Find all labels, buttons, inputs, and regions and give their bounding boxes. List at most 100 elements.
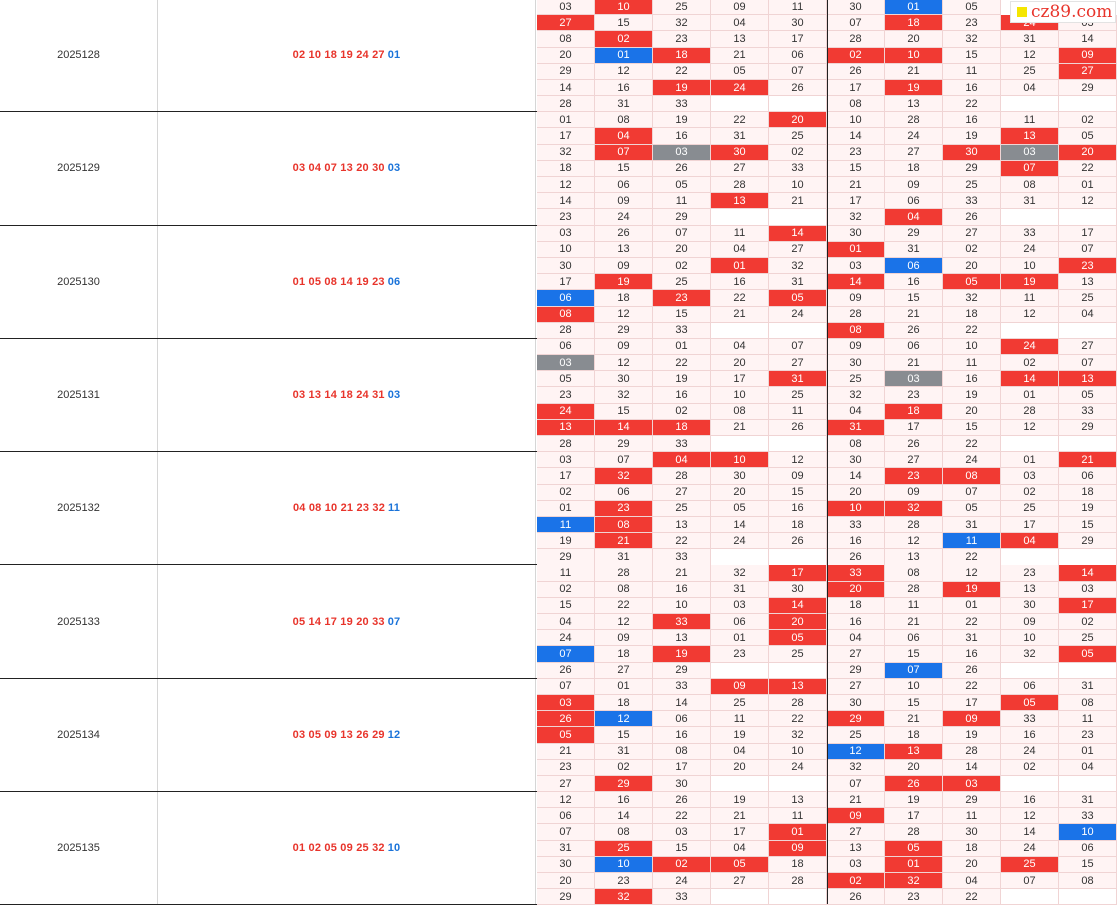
hit-cell: 21 bbox=[1059, 452, 1117, 469]
number-cell: 10 bbox=[769, 177, 827, 194]
number-cell: 11 bbox=[1001, 112, 1059, 129]
number-cell: 30 bbox=[1001, 597, 1059, 615]
empty-cell bbox=[769, 775, 827, 793]
number-cell: 14 bbox=[1059, 31, 1117, 48]
number-cell: 15 bbox=[595, 727, 653, 744]
number-cell: 29 bbox=[595, 436, 653, 453]
number-cell: 30 bbox=[827, 452, 885, 469]
number-cell: 17 bbox=[711, 371, 769, 388]
number-cell: 28 bbox=[827, 31, 885, 48]
empty-cell bbox=[1059, 889, 1117, 905]
number-grid: 06 09 01 04 07 09 06 10 24 27 03 12 22 20 27 30 21 11 02 07… bbox=[537, 338, 1117, 453]
hit-cell: 10 bbox=[827, 500, 885, 517]
hit-cell: 13 bbox=[769, 678, 827, 695]
empty-cell bbox=[1001, 889, 1059, 905]
blue-ball: 01 bbox=[387, 49, 401, 62]
red-balls: 03 13 14 18 24 31 bbox=[292, 389, 385, 402]
blue-hit-cell: 11 bbox=[537, 516, 595, 534]
number-cell: 04 bbox=[711, 840, 769, 857]
hit-cell: 13 bbox=[537, 419, 595, 437]
table-row: 2025132 04 08 10 21 23 32 11 03 07 04 10 12 30 27… bbox=[0, 452, 1117, 566]
number-cell: 27 bbox=[827, 678, 885, 695]
site-logo[interactable]: cz89.com bbox=[1010, 1, 1116, 23]
red-balls: 03 05 09 13 26 29 bbox=[292, 728, 385, 741]
number-cell: 28 bbox=[827, 306, 885, 323]
empty-cell bbox=[1059, 96, 1117, 113]
number-cell: 27 bbox=[827, 646, 885, 663]
number-cell: 18 bbox=[827, 597, 885, 615]
red-balls: 04 08 10 21 23 32 bbox=[292, 502, 386, 515]
number-cell: 27 bbox=[885, 144, 943, 161]
hit-cell: 32 bbox=[885, 873, 943, 890]
hit-cell: 29 bbox=[595, 775, 653, 793]
number-cell: 12 bbox=[943, 565, 1001, 582]
number-cell: 04 bbox=[711, 15, 769, 32]
empty-cell bbox=[1059, 775, 1117, 793]
number-cell: 01 bbox=[537, 500, 595, 517]
number-cell: 15 bbox=[827, 160, 885, 178]
number-cell: 22 bbox=[653, 533, 711, 550]
empty-cell bbox=[769, 889, 827, 905]
hit-cell: 02 bbox=[827, 47, 885, 64]
number-cell: 17 bbox=[537, 468, 595, 485]
number-cell: 25 bbox=[1001, 63, 1059, 80]
number-cell: 29 bbox=[653, 209, 711, 226]
number-cell: 32 bbox=[943, 290, 1001, 307]
number-cell: 29 bbox=[537, 63, 595, 80]
number-cell: 02 bbox=[1001, 355, 1059, 372]
number-cell: 16 bbox=[827, 533, 885, 550]
number-cell: 06 bbox=[885, 630, 943, 647]
hit-cell: 31 bbox=[827, 419, 885, 437]
number-cell: 06 bbox=[1001, 678, 1059, 695]
number-cell: 21 bbox=[827, 792, 885, 809]
number-cell: 21 bbox=[711, 419, 769, 437]
number-cell: 29 bbox=[595, 322, 653, 339]
empty-cell bbox=[1059, 662, 1117, 679]
number-cell: 04 bbox=[1059, 306, 1117, 323]
number-grid: 11 28 21 32 17 33 08 12 23 14 02 08 16 31 30 20 28 19 13 03… bbox=[537, 565, 1117, 679]
number-cell: 14 bbox=[595, 808, 653, 825]
number-cell: 07 bbox=[943, 484, 1001, 501]
hit-cell: 24 bbox=[711, 80, 769, 97]
repeat-cell: 03 bbox=[537, 355, 595, 372]
number-cell: 29 bbox=[943, 792, 1001, 809]
hit-cell: 20 bbox=[1059, 144, 1117, 161]
number-cell: 04 bbox=[827, 403, 885, 420]
number-cell: 19 bbox=[885, 792, 943, 809]
period-number: 2025131 bbox=[0, 338, 158, 452]
number-cell: 23 bbox=[595, 873, 653, 890]
number-cell: 21 bbox=[711, 306, 769, 323]
number-cell: 30 bbox=[769, 15, 827, 32]
number-cell: 30 bbox=[537, 856, 595, 874]
period-number: 2025132 bbox=[0, 452, 158, 565]
hit-cell: 18 bbox=[885, 15, 943, 32]
draw-numbers: 05 14 17 19 20 33 07 bbox=[158, 565, 536, 678]
number-cell: 01 bbox=[1059, 743, 1117, 760]
logo-square-icon bbox=[1017, 7, 1027, 17]
number-cell: 26 bbox=[943, 209, 1001, 226]
number-cell: 04 bbox=[537, 614, 595, 631]
number-cell: 21 bbox=[711, 808, 769, 825]
hit-cell: 13 bbox=[711, 193, 769, 210]
number-cell: 05 bbox=[711, 500, 769, 517]
hit-cell: 27 bbox=[537, 15, 595, 32]
number-cell: 11 bbox=[943, 355, 1001, 372]
number-cell: 13 bbox=[653, 630, 711, 647]
period-number: 2025134 bbox=[0, 678, 158, 792]
number-cell: 25 bbox=[943, 177, 1001, 194]
number-cell: 05 bbox=[653, 177, 711, 194]
number-cell: 33 bbox=[827, 516, 885, 534]
number-cell: 22 bbox=[1059, 160, 1117, 178]
number-cell: 09 bbox=[885, 177, 943, 194]
empty-cell bbox=[711, 436, 769, 453]
number-cell: 18 bbox=[595, 694, 653, 712]
number-cell: 23 bbox=[1001, 565, 1059, 582]
hit-cell: 14 bbox=[595, 419, 653, 437]
number-cell: 28 bbox=[537, 322, 595, 339]
number-cell: 13 bbox=[827, 840, 885, 857]
number-cell: 10 bbox=[769, 743, 827, 760]
number-cell: 25 bbox=[1059, 630, 1117, 647]
number-cell: 10 bbox=[653, 597, 711, 615]
number-cell: 28 bbox=[769, 694, 827, 712]
number-cell: 11 bbox=[1059, 711, 1117, 728]
